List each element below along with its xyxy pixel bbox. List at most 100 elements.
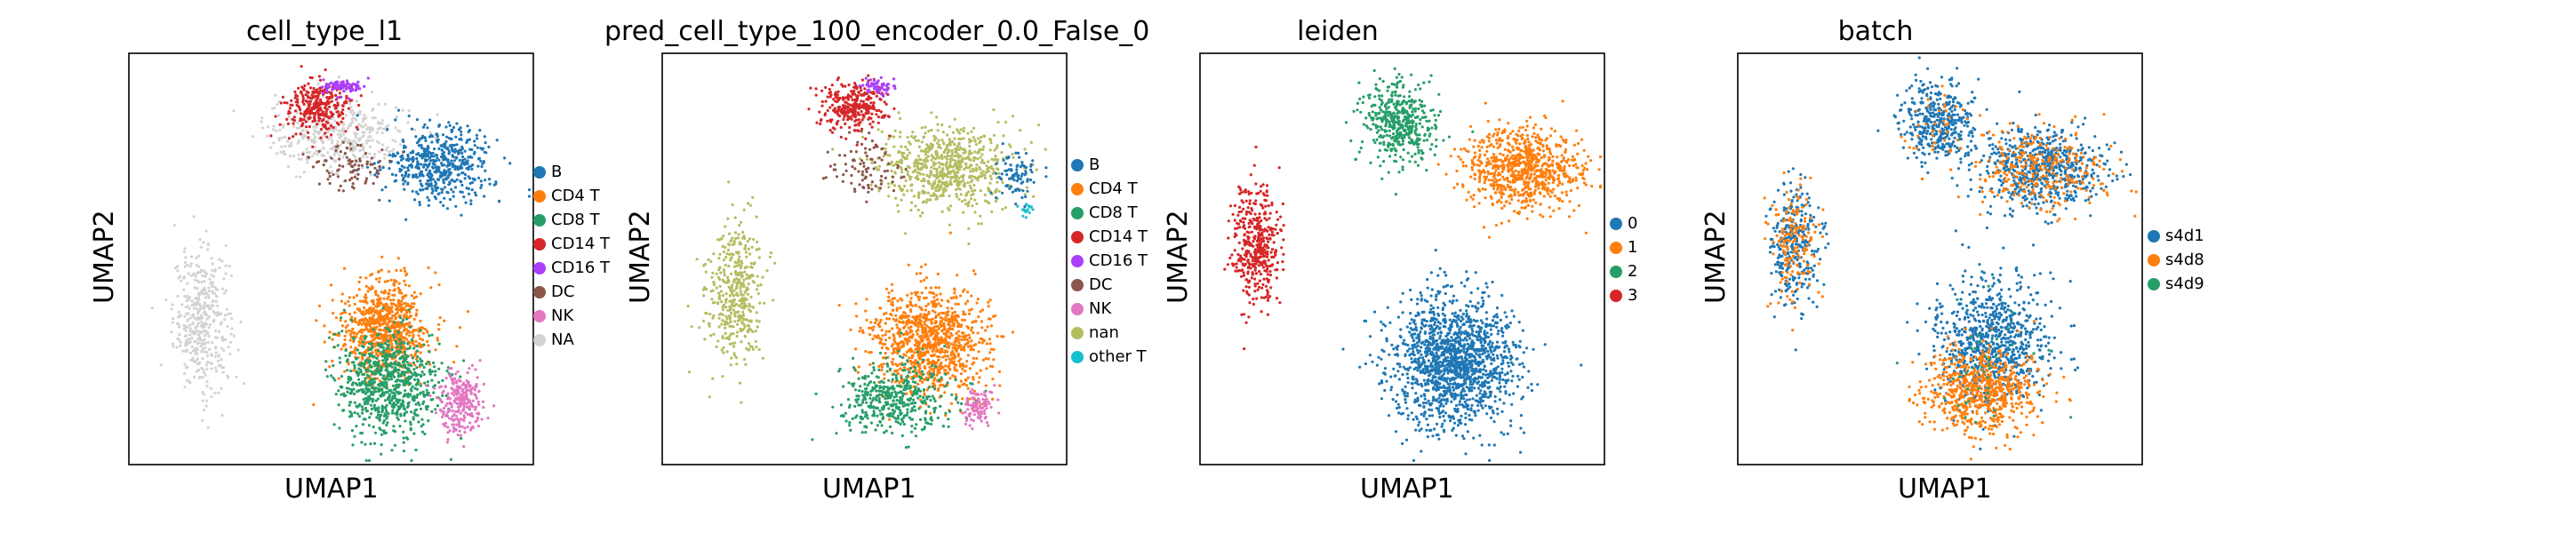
scatter-point bbox=[357, 139, 361, 142]
scatter-point bbox=[957, 176, 961, 179]
scatter-point bbox=[968, 150, 972, 154]
scatter-point bbox=[406, 437, 410, 441]
scatter-point bbox=[414, 190, 419, 194]
scatter-point bbox=[737, 258, 740, 262]
legend-label: CD16 T bbox=[551, 259, 611, 277]
scatter-point bbox=[495, 139, 499, 142]
scatter-point bbox=[429, 182, 433, 186]
scatter-point bbox=[965, 191, 969, 195]
scatter-point bbox=[686, 304, 690, 308]
scatter-point bbox=[442, 143, 445, 147]
scatter-point bbox=[755, 288, 758, 291]
scatter-point bbox=[357, 381, 362, 386]
scatter-point bbox=[460, 383, 465, 386]
scatter-point bbox=[482, 382, 485, 386]
scatter-point bbox=[374, 369, 378, 372]
scatter-point bbox=[931, 187, 934, 190]
scatter-point bbox=[339, 319, 342, 322]
scatter-point bbox=[399, 332, 403, 336]
scatter-point bbox=[323, 324, 326, 328]
scatter-point bbox=[297, 139, 301, 142]
scatter-point bbox=[892, 135, 896, 139]
scatter-point bbox=[356, 167, 361, 171]
scatter-point bbox=[434, 373, 437, 377]
scatter-point bbox=[351, 328, 355, 331]
scatter-point bbox=[996, 176, 999, 179]
scatter-point bbox=[348, 329, 351, 332]
scatter-point bbox=[953, 159, 956, 163]
scatter-point bbox=[340, 330, 344, 333]
scatter-point bbox=[289, 103, 292, 107]
scatter-point bbox=[892, 145, 896, 148]
scatter-point bbox=[390, 342, 394, 346]
scatter-point bbox=[445, 207, 450, 211]
scatter-point bbox=[404, 328, 409, 331]
scatter-point bbox=[441, 174, 444, 178]
scatter-point bbox=[384, 390, 388, 394]
scatter-point bbox=[356, 128, 360, 131]
scatter-point bbox=[395, 350, 398, 354]
scatter-point bbox=[464, 411, 468, 415]
scatter-point bbox=[363, 131, 366, 134]
scatter-point bbox=[224, 314, 228, 317]
scatter-point bbox=[747, 276, 751, 280]
scatter-point bbox=[320, 139, 324, 142]
scatter-point bbox=[1011, 152, 1014, 155]
scatter-point bbox=[408, 163, 412, 167]
scatter-point bbox=[945, 157, 948, 161]
scatter-point bbox=[381, 429, 385, 433]
scatter-point bbox=[188, 327, 192, 330]
scatter-point bbox=[344, 348, 348, 353]
scatter-point bbox=[365, 160, 369, 163]
scatter-point bbox=[1032, 195, 1036, 198]
scatter-point bbox=[922, 135, 925, 139]
scatter-point bbox=[948, 209, 951, 212]
scatter-point bbox=[996, 168, 1000, 171]
scatter-point bbox=[453, 147, 457, 151]
scatter-point bbox=[414, 448, 418, 452]
scatter-point bbox=[181, 349, 185, 353]
scatter-point bbox=[405, 361, 409, 364]
scatter-point bbox=[344, 84, 348, 87]
scatter-point bbox=[344, 136, 348, 139]
scatter-point bbox=[330, 374, 333, 378]
scatter-point bbox=[924, 153, 928, 156]
scatter-point bbox=[757, 347, 761, 352]
scatter-point bbox=[201, 347, 204, 351]
scatter-point bbox=[198, 336, 202, 339]
scatter-point bbox=[976, 179, 980, 182]
scatter-point bbox=[480, 164, 484, 169]
scatter-point bbox=[339, 150, 342, 154]
scatter-point bbox=[406, 181, 410, 185]
scatter-point bbox=[386, 154, 389, 157]
scatter-point bbox=[749, 295, 753, 299]
scatter-point bbox=[353, 317, 357, 321]
scatter-point bbox=[388, 378, 391, 381]
scatter-point bbox=[341, 155, 345, 159]
scatter-point bbox=[286, 164, 291, 169]
scatter-point bbox=[456, 434, 460, 437]
scatter-point bbox=[200, 330, 204, 334]
scatter-point bbox=[909, 209, 913, 212]
scatter-point bbox=[376, 408, 380, 411]
scatter-point bbox=[966, 202, 971, 205]
scatter-point bbox=[188, 265, 192, 268]
scatter-point bbox=[356, 412, 360, 416]
scatter-point bbox=[287, 144, 292, 148]
scatter-point bbox=[375, 416, 379, 419]
scatter-point bbox=[392, 283, 396, 287]
scatter-point bbox=[935, 155, 939, 159]
scatter-point bbox=[418, 201, 421, 204]
scatter-point bbox=[941, 131, 945, 134]
scatter-point bbox=[439, 385, 443, 388]
scatter-point bbox=[379, 379, 382, 383]
scatter-point bbox=[719, 312, 723, 315]
scatter-point bbox=[353, 175, 356, 179]
scatter-point bbox=[182, 250, 186, 254]
scatter-point bbox=[375, 325, 379, 329]
scatter-point bbox=[428, 159, 433, 163]
scatter-point bbox=[993, 148, 996, 152]
scatter-point bbox=[317, 149, 321, 154]
scatter-point bbox=[718, 294, 722, 298]
scatter-point bbox=[412, 158, 415, 162]
